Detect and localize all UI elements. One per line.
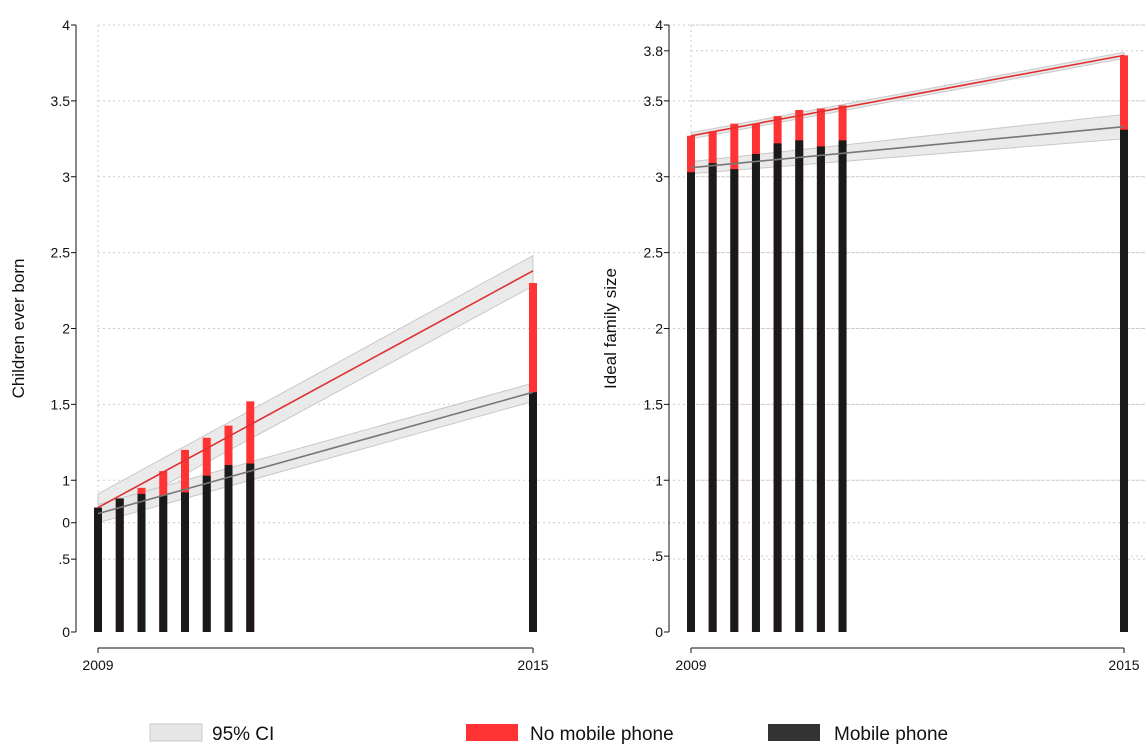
- bar-mobile-phone: [687, 172, 695, 632]
- legend-label-no-phone: No mobile phone: [530, 724, 674, 745]
- bar-mobile-phone: [115, 498, 124, 632]
- y-tick-label: 3.8: [644, 43, 664, 59]
- bar-mobile-phone: [181, 492, 189, 632]
- y-tick-label: 4: [655, 17, 663, 33]
- fit-line-no-mobile-phone: [690, 54, 1125, 137]
- bar-mobile-phone: [246, 463, 255, 632]
- y-tick-label: .5: [651, 548, 663, 564]
- legend-label-phone: Mobile phone: [834, 724, 948, 745]
- bar-mobile-phone: [137, 493, 146, 632]
- legend-swatch-phone: [768, 724, 820, 741]
- bar-mobile-phone: [1120, 129, 1128, 632]
- x-tick-label: 2015: [1108, 657, 1139, 673]
- bar-mobile-phone: [751, 153, 760, 633]
- fit-line-mobile-phone: [97, 391, 534, 515]
- y-tick-label: 0: [62, 624, 70, 640]
- bar-mobile-phone: [773, 143, 782, 633]
- y-tick-label: .5: [58, 551, 70, 567]
- y-axis-title: Children ever born: [9, 259, 28, 399]
- legend-label-ci: 95% CI: [212, 724, 274, 745]
- y-tick-label: 1.5: [644, 396, 664, 412]
- fit-line-mobile-phone: [690, 125, 1125, 169]
- bar-mobile-phone: [224, 465, 233, 632]
- y-tick-label: 3.5: [51, 93, 71, 109]
- y-tick-label: 2.5: [644, 245, 664, 261]
- x-tick-label: 2009: [675, 657, 706, 673]
- y-tick-label: 1: [62, 472, 70, 488]
- fit-line-no-mobile-phone: [97, 270, 534, 509]
- legend: 95% CI No mobile phone Mobile phone: [149, 723, 948, 745]
- y-tick-label: 2: [62, 321, 70, 337]
- y-tick-label: 2.5: [51, 245, 71, 261]
- y-tick-label: 3.5: [644, 93, 664, 109]
- bar-mobile-phone: [708, 163, 717, 632]
- bar-mobile-phone: [202, 475, 211, 632]
- y-tick-label: 1.5: [51, 396, 71, 412]
- y-tick-label: 3: [62, 169, 70, 185]
- x-tick-label: 2015: [517, 657, 548, 673]
- bar-mobile-phone: [816, 146, 825, 632]
- y-axis-title: Ideal family size: [601, 268, 620, 389]
- bar-mobile-phone: [730, 169, 739, 632]
- x-tick-label: 2009: [82, 657, 113, 673]
- y-tick-label: 0: [655, 624, 663, 640]
- y-tick-label: 0: [62, 515, 70, 531]
- bar-mobile-phone: [529, 392, 537, 632]
- y-tick-label: 3: [655, 169, 663, 185]
- bar-mobile-phone: [94, 507, 102, 632]
- bar-mobile-phone: [795, 140, 804, 632]
- y-tick-label: 2: [655, 321, 663, 337]
- bar-mobile-phone: [159, 495, 168, 632]
- legend-swatch-ci: [149, 723, 203, 742]
- y-tick-label: 1: [655, 472, 663, 488]
- y-tick-label: 4: [62, 17, 70, 33]
- bar-mobile-phone: [838, 140, 847, 632]
- legend-swatch-no-phone: [466, 724, 518, 741]
